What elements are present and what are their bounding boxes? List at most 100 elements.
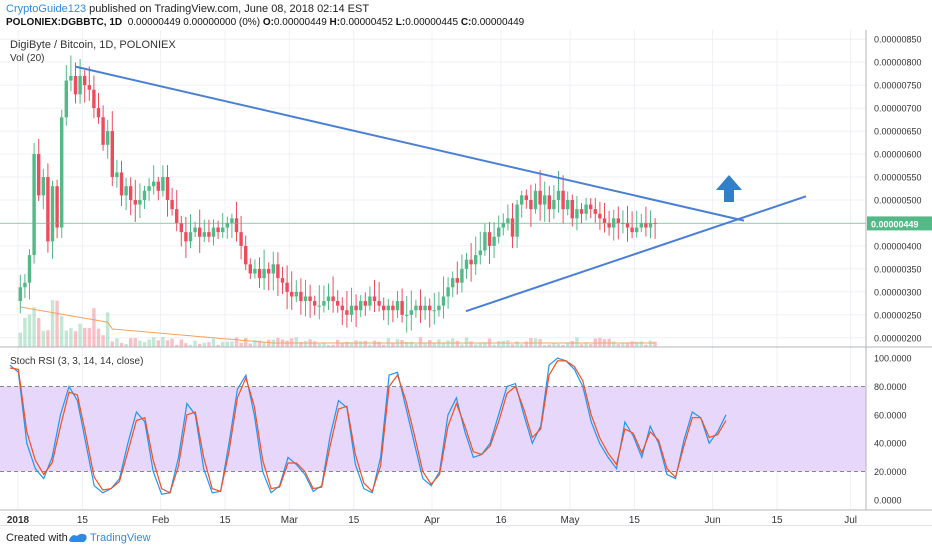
volume-bar	[414, 343, 418, 347]
volume-bar	[285, 340, 289, 347]
volume-bar	[460, 344, 464, 347]
volume-bar	[612, 341, 616, 347]
price-tick-label: 0.00000650	[874, 127, 922, 137]
candle	[635, 210, 639, 238]
candle	[345, 291, 349, 328]
candle	[124, 177, 128, 211]
volume-bar	[110, 341, 114, 347]
volume-bar	[175, 344, 179, 347]
chart-canvas[interactable]: 2018 15 Feb 15 Mar 15 Apr 16 May 15 Jun 15 Jul 0.0000…	[0, 30, 932, 525]
volume-bar	[423, 342, 427, 347]
candle	[584, 197, 588, 221]
volume-bar	[41, 330, 45, 347]
volume-bar	[653, 341, 657, 347]
volume-bar	[561, 344, 565, 347]
volume-bar	[69, 328, 73, 347]
rsi-tick-label: 40.0000	[874, 439, 907, 449]
candle	[543, 181, 547, 222]
candle	[428, 298, 432, 328]
candle	[400, 288, 404, 323]
candle	[83, 70, 87, 103]
candle	[630, 211, 634, 239]
volume-bar	[64, 330, 68, 347]
candle	[170, 187, 174, 216]
volume-bar	[96, 328, 101, 347]
volume-bar	[165, 340, 170, 347]
price-tick-label: 0.00000400	[874, 241, 922, 251]
candle	[363, 292, 367, 316]
volume-bar	[179, 339, 183, 347]
volume-bar	[566, 342, 570, 347]
candle	[533, 183, 538, 214]
candle	[193, 221, 197, 238]
candle	[290, 271, 294, 310]
volume-bar	[216, 344, 220, 347]
volume-bar	[303, 340, 308, 347]
x-tick-label: 2018	[7, 515, 30, 525]
candle	[18, 274, 22, 314]
candle	[46, 163, 50, 253]
volume-bar	[193, 340, 197, 347]
x-tick-label: 15	[77, 515, 89, 525]
rsi-tick-label: 60.0000	[874, 410, 907, 420]
volume-bar	[133, 338, 137, 347]
candle	[382, 297, 386, 321]
candle	[198, 209, 202, 253]
candle	[579, 203, 584, 224]
volume-bar	[372, 340, 377, 347]
volume-bar	[202, 342, 206, 347]
volume-bar	[92, 308, 96, 347]
last-price-badge	[867, 216, 932, 231]
candle	[280, 266, 285, 295]
volume-bar	[584, 342, 588, 347]
volume-bar	[322, 343, 326, 347]
volume-bar	[409, 341, 413, 347]
candle	[262, 249, 266, 290]
volume-bar	[152, 337, 156, 347]
volume-bar	[575, 337, 579, 347]
candle	[336, 290, 340, 313]
candle	[497, 215, 501, 244]
candle	[405, 295, 409, 333]
candle	[451, 271, 455, 298]
volume-bar	[363, 340, 367, 347]
volume-bar	[377, 341, 381, 347]
volume-bar	[579, 344, 584, 347]
volume-bar	[55, 300, 59, 347]
candle	[575, 196, 579, 231]
volume-bar	[506, 340, 510, 347]
x-tick-label: Apr	[424, 515, 440, 525]
price-tick-label: 0.00000700	[874, 104, 922, 114]
volume-bar	[83, 327, 87, 347]
author-link[interactable]: CryptoGuide123	[6, 3, 87, 15]
volume-bar	[391, 342, 395, 347]
candle	[483, 223, 487, 256]
candle	[294, 280, 298, 303]
candle	[446, 277, 450, 309]
candle	[27, 249, 32, 300]
volume-bar	[331, 344, 335, 347]
volume-bar	[221, 341, 225, 347]
volume-bar	[50, 300, 55, 347]
close-value: 0.00000449	[471, 17, 525, 28]
x-tick-label: 15	[771, 515, 783, 525]
resistance-trendline	[75, 65, 745, 222]
volume-bar	[428, 340, 432, 347]
volume-bar	[87, 328, 91, 347]
volume-bar	[510, 344, 515, 347]
volume-bar	[207, 342, 211, 347]
volume-bar	[124, 343, 128, 347]
rsi-tick-label: 80.0000	[874, 382, 907, 392]
candle	[234, 201, 239, 242]
volume-bar	[276, 337, 280, 347]
volume-bar	[349, 342, 354, 347]
price-pane-title: DigiByte / Bitcoin, 1D, POLONIEX	[10, 39, 176, 51]
candle	[285, 265, 289, 310]
candle	[409, 290, 413, 331]
tradingview-link[interactable]: TradingView	[90, 532, 151, 544]
candle	[391, 300, 395, 323]
volume-bar	[78, 323, 82, 347]
volume-bar	[340, 342, 344, 347]
publish-line: CryptoGuide123 published on TradingView.…	[6, 3, 369, 15]
volume-bar	[37, 318, 41, 347]
